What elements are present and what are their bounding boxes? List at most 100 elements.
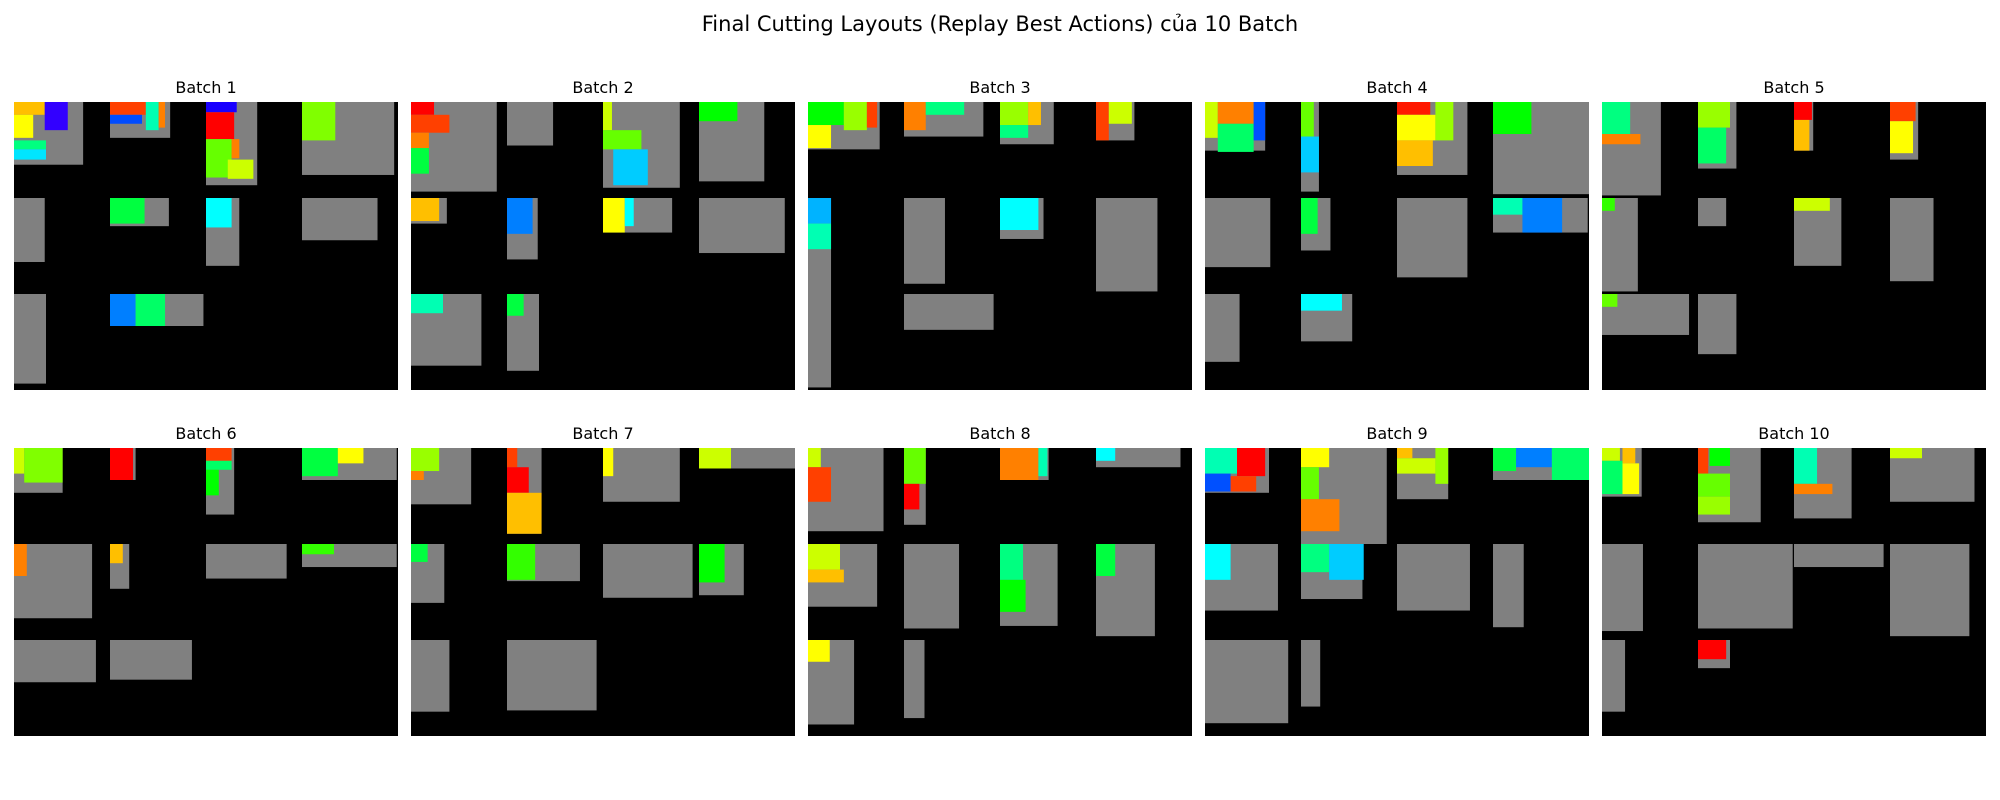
cut-piece [1000,579,1026,612]
cut-piece [206,102,237,113]
cut-piece [411,448,440,472]
cut-piece [1602,134,1641,145]
cut-piece [1493,448,1517,472]
panel-plot-area [808,448,1181,725]
cut-piece [699,448,731,469]
panel-title: Batch 1 [175,78,236,97]
cut-piece [14,448,25,474]
cut-piece [14,114,34,138]
cut-piece [1890,102,1916,122]
stock-sheet [14,544,93,619]
cut-piece [1709,448,1730,466]
cut-piece [1301,467,1319,500]
cut-piece [1329,544,1364,580]
cut-piece [1397,102,1431,115]
cut-piece [227,159,254,179]
panel-title: Batch 6 [175,424,236,443]
cut-piece [1551,448,1589,480]
cut-piece [1217,102,1254,124]
cut-piece [808,448,821,468]
cut-piece [925,102,965,115]
cut-piece [411,102,435,115]
cut-piece [1794,448,1818,484]
cut-piece [1000,544,1024,580]
cut-piece [507,198,533,234]
stock-sheet [1397,198,1468,278]
stock-sheet [904,640,925,719]
stock-sheet [1096,198,1158,292]
cut-piece [1205,448,1237,474]
cut-piece [904,102,926,131]
panel-title: Batch 7 [572,424,633,443]
batch-panel: Batch 2 [411,78,795,390]
cut-piece [145,102,159,131]
batch-panel: Batch 1 [14,78,398,390]
cut-piece [411,294,443,314]
cut-piece [135,294,166,326]
cut-piece [1301,198,1318,234]
cut-piece [302,544,334,555]
stock-sheet [904,294,994,330]
cut-piece [1096,544,1116,576]
panel-title: Batch 3 [969,78,1030,97]
panel-plot-area [411,448,795,712]
cut-piece [206,112,235,140]
stock-sheet [1890,544,1970,637]
stock-sheet [603,544,693,598]
cut-piece [1301,499,1340,532]
cut-piece [1000,198,1039,230]
cut-piece [808,198,832,224]
cut-piece [1205,102,1218,138]
cut-piece [14,102,45,115]
cut-piece [1890,448,1922,459]
cut-piece [1794,102,1812,120]
cut-piece [808,640,830,662]
cut-piece [411,114,450,133]
cut-piece [1698,496,1730,515]
cut-piece [337,448,364,464]
panel-title: Batch 5 [1763,78,1824,97]
cut-piece [603,448,614,477]
panel-plot-area [1602,102,1934,355]
cut-piece [613,149,648,186]
cut-piece [1397,140,1433,166]
cut-piece [1301,544,1330,573]
cut-piece [1602,102,1631,134]
batch-panel: Batch 6 [14,424,398,736]
cut-piece [1096,448,1116,461]
cut-piece [507,448,518,468]
stock-sheet [1890,198,1934,282]
cut-piece [1301,294,1342,311]
cut-piece [1205,473,1231,492]
cut-piece [1038,448,1048,477]
stock-sheet [904,544,960,629]
cut-piece [1230,476,1257,492]
figure-title: Final Cutting Layouts (Replay Best Actio… [701,12,1299,36]
stock-sheet [1698,544,1793,629]
cut-piece [507,492,542,534]
stock-sheet [904,198,945,284]
panel-plot-area [14,102,395,384]
cut-piece [1108,102,1132,124]
batch-panel: Batch 4 [1205,78,1589,390]
cut-piece [507,294,524,316]
stock-sheet [603,448,680,502]
panel-plot-area [1602,448,1975,712]
cut-piece [808,102,844,126]
cut-piece [624,198,634,227]
cut-piece [699,544,725,583]
batch-panel: Batch 5 [1602,78,1986,390]
stock-sheet [1205,294,1240,362]
panel-plot-area [808,102,1158,388]
cut-piece [14,140,46,150]
cut-piece [1000,125,1029,138]
stock-sheet [110,640,192,680]
cut-piece [1028,102,1041,126]
panel-title: Batch 8 [969,424,1030,443]
cut-piece [1794,198,1830,211]
cut-piece [1301,448,1330,468]
cut-piece [603,130,642,150]
cut-piece [507,467,529,493]
cut-piece [1435,102,1454,141]
stock-sheet [1602,544,1643,632]
